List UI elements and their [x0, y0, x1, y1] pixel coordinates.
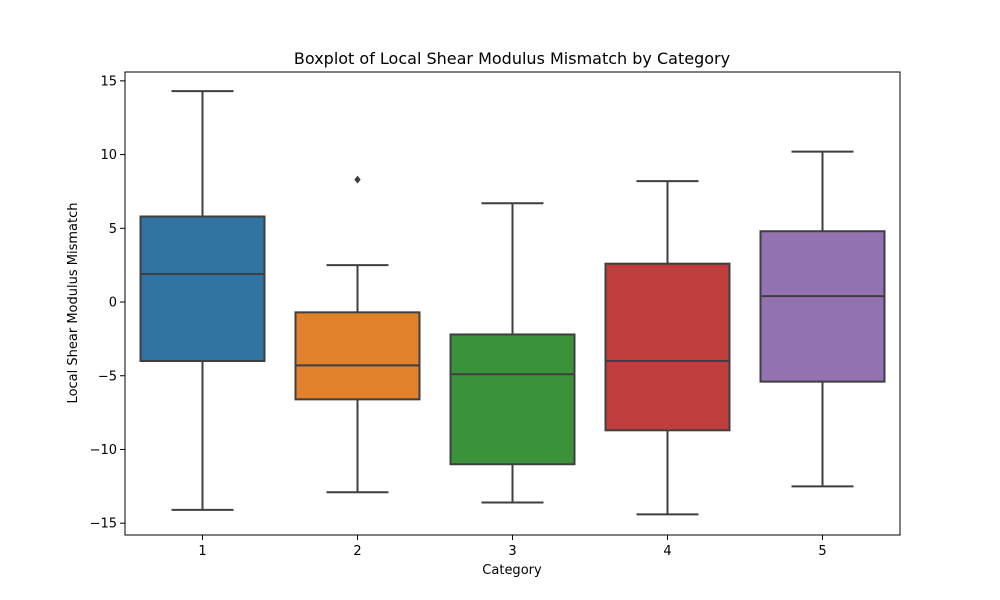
- box-2: [294, 311, 421, 401]
- y-tick-label: 0: [109, 296, 117, 311]
- box-group-2: [294, 175, 421, 494]
- x-axis: 1 2 3 4 5: [198, 535, 827, 559]
- box-1: [139, 215, 266, 363]
- box-group-1: [139, 90, 266, 511]
- y-tick-label: −10: [90, 443, 117, 458]
- plot-content: [139, 90, 886, 516]
- outlier-2-0: [354, 175, 361, 184]
- y-tick-label: −15: [90, 517, 117, 532]
- box-group-4: [604, 180, 731, 516]
- y-axis-label: Local Shear Modulus Mismatch: [66, 203, 81, 404]
- y-tick-label: 15: [100, 74, 117, 89]
- x-tick-label: 1: [198, 544, 206, 559]
- x-tick-label: 3: [508, 544, 516, 559]
- box-group-5: [759, 150, 886, 488]
- chart-title: Boxplot of Local Shear Modulus Mismatch …: [294, 49, 730, 68]
- y-tick-label: −5: [98, 369, 117, 384]
- box-3: [449, 333, 576, 466]
- x-tick-label: 5: [818, 544, 826, 559]
- y-tick-label: 10: [100, 148, 117, 163]
- box-group-3: [449, 202, 576, 504]
- y-tick-label: 5: [109, 222, 117, 237]
- y-axis: 15 10 5 0 −5 −10 −15: [90, 74, 125, 532]
- box-5: [759, 230, 886, 383]
- plot-frame: [124, 71, 901, 536]
- x-tick-label: 2: [353, 544, 361, 559]
- x-tick-label: 4: [663, 544, 671, 559]
- x-axis-label: Category: [482, 563, 542, 578]
- box-4: [604, 262, 731, 432]
